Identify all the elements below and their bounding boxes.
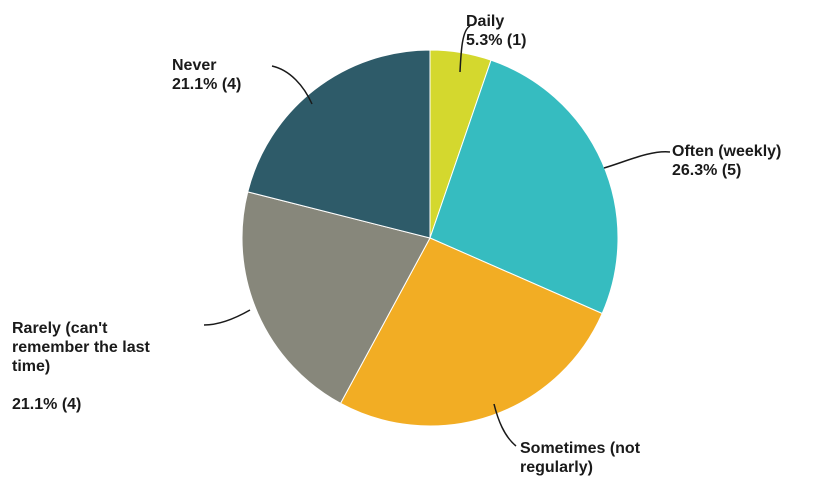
slice-label-line: Rarely (can't: [12, 320, 108, 337]
slice-label-often-weekly: Often (weekly) 26.3% (5): [672, 143, 781, 179]
slice-label-line: 21.1% (4): [12, 396, 81, 413]
slice-label-line: [12, 377, 16, 394]
slice-label-line: 21.1% (4): [172, 76, 241, 93]
pie-slice-rarely-can-t-remember-the-last-time: [241, 191, 431, 405]
slice-label-line: regularly): [520, 459, 593, 476]
pie-slices: [241, 49, 619, 427]
slice-label-line: time): [12, 358, 50, 375]
slice-label-line: Sometimes (not: [520, 440, 641, 457]
leader-line-daily: [459, 25, 471, 73]
leader-lines: [203, 25, 671, 447]
slice-label-line: Often (weekly): [672, 143, 781, 160]
leader-line-never: [271, 65, 313, 105]
slice-label-line: Never: [172, 57, 216, 74]
slice-labels: Daily 5.3% (1) Often (weekly) 26.3% (5) Some…: [12, 13, 781, 476]
pie-slice-never: [247, 49, 431, 239]
slice-label-daily: Daily 5.3% (1): [466, 13, 526, 49]
pie-slice-often-weekly: [429, 59, 619, 315]
slice-label-line: 5.3% (1): [466, 32, 526, 49]
slice-label-line: 26.3% (5): [672, 162, 741, 179]
slice-label-sometimes-not-regularly: Sometimes (not regularly): [520, 440, 641, 476]
slice-label-never: Never 21.1% (4): [172, 57, 241, 93]
slice-label-line: remember the last: [12, 339, 151, 356]
pie-slice-sometimes-not-regularly: [339, 237, 603, 427]
slice-label-line: Daily: [466, 13, 504, 30]
leader-line-sometimes-not-regularly: [493, 403, 517, 447]
slice-label-rarely-can-t-remember-the-last-time: Rarely (can't remember the last time) 21.1…: [12, 320, 151, 413]
leader-line-often-weekly: [603, 151, 671, 169]
leader-line-rarely-can-t-remember-the-last-time: [203, 309, 251, 326]
